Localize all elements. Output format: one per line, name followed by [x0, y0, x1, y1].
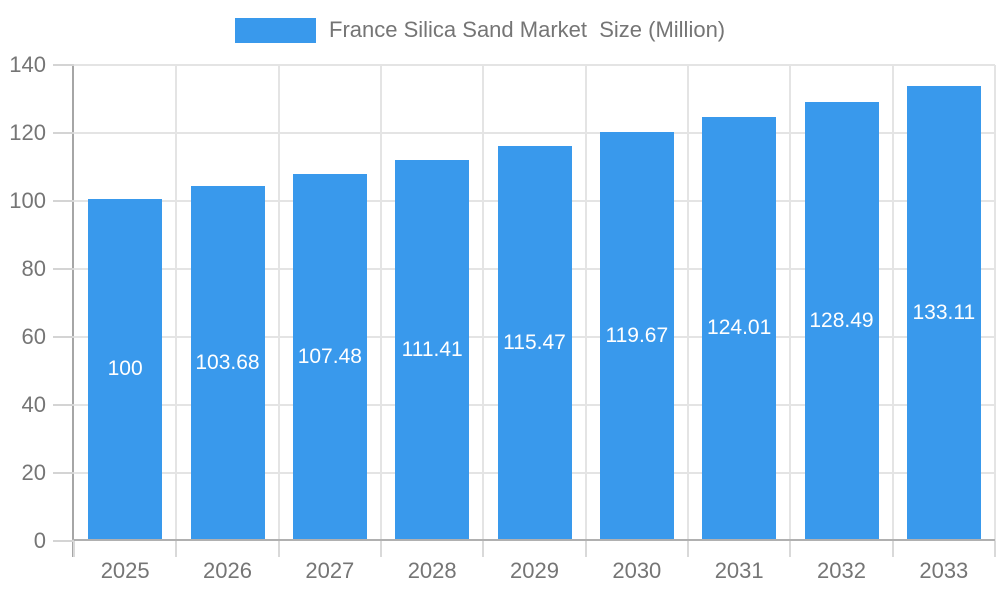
y-axis-tick-label: 60: [21, 324, 46, 349]
h-gridline: [74, 132, 995, 134]
v-gridline: [482, 65, 485, 541]
bar-value-label: 119.67: [605, 323, 669, 347]
y-axis-tick-label: 120: [9, 120, 46, 145]
x-axis-tick: [73, 541, 75, 557]
x-axis-tick: [482, 541, 485, 557]
y-axis-tick: [53, 132, 74, 134]
bar-2025[interactable]: 100: [88, 199, 163, 539]
y-axis-tick: [53, 200, 74, 202]
y-axis-tick: [53, 268, 74, 270]
y-axis-tick: [53, 64, 74, 66]
x-axis-tick: [994, 541, 996, 557]
y-axis-tick: [53, 336, 74, 338]
bar-value-label: 111.41: [401, 337, 463, 361]
bar-value-label: 124.01: [707, 316, 772, 339]
x-axis-tick-label: 2025: [100, 558, 150, 583]
bar-value-label: 103.68: [195, 350, 260, 374]
x-axis-tick-label: 2027: [305, 558, 355, 583]
x-axis-tick: [584, 541, 587, 557]
x-axis-tick-label: 2026: [203, 558, 252, 583]
legend-item[interactable]: France Silica Sand Market Size (Million): [235, 14, 725, 46]
x-axis-tick: [891, 541, 894, 557]
y-axis-tick-label: 140: [9, 52, 46, 77]
bar-value-label: 115.47: [503, 330, 566, 354]
legend-label: France Silica Sand Market Size (Million): [329, 17, 726, 42]
bar-2030[interactable]: 119.67: [599, 132, 674, 539]
y-axis-tick-label: 80: [21, 256, 46, 281]
y-axis-line: [72, 65, 74, 557]
v-gridline: [380, 65, 382, 541]
x-axis-tick-label: 2031: [714, 558, 764, 583]
y-axis-tick: [53, 472, 74, 474]
x-axis-tick: [277, 541, 280, 557]
x-axis-tick-label: 2028: [407, 558, 457, 583]
y-axis-tick-label: 0: [33, 528, 46, 553]
v-gridline: [789, 65, 792, 541]
bar-2031[interactable]: 124.01: [702, 117, 777, 539]
bar-2032[interactable]: 128.49: [804, 102, 879, 539]
v-gridline: [584, 65, 587, 541]
x-axis-tick-label: 2030: [612, 558, 662, 583]
x-axis-tick-label: 2029: [510, 558, 559, 583]
bar-2026[interactable]: 103.68: [190, 186, 265, 539]
x-axis-tick: [380, 541, 382, 557]
plot-area: 100 103.68 107.48 111.41 115.47 119.67 124.01 1…: [9, 53, 996, 583]
bar-value-label: 107.48: [297, 344, 362, 368]
legend-swatch-icon: [235, 17, 316, 43]
x-axis-tick-label: 2032: [817, 558, 866, 583]
x-axis-tick: [175, 541, 178, 557]
x-axis-tick: [789, 541, 792, 557]
x-axis-line: [72, 539, 995, 541]
y-axis-tick-label: 100: [9, 188, 46, 213]
y-axis-tick: [53, 404, 74, 406]
bar-value-label: 133.11: [912, 300, 976, 324]
v-gridline: [994, 65, 996, 541]
v-gridline: [687, 65, 689, 541]
v-gridline: [175, 65, 178, 541]
bar-2033[interactable]: 133.11: [906, 86, 981, 539]
v-gridline: [891, 65, 894, 541]
bar-value-label: 100: [107, 357, 143, 380]
x-axis-tick-label: 2033: [919, 558, 969, 583]
bar-2028[interactable]: 111.41: [395, 160, 470, 539]
y-axis-tick-label: 20: [21, 460, 46, 485]
bar-value-label: 128.49: [809, 308, 874, 332]
y-axis-tick-label: 40: [21, 392, 46, 417]
v-gridline: [277, 65, 280, 541]
h-gridline: [74, 64, 995, 66]
x-axis-tick: [687, 541, 689, 557]
bar-2027[interactable]: 107.48: [292, 174, 367, 539]
y-axis-tick: [53, 540, 74, 542]
bar-2029[interactable]: 115.47: [497, 146, 572, 539]
